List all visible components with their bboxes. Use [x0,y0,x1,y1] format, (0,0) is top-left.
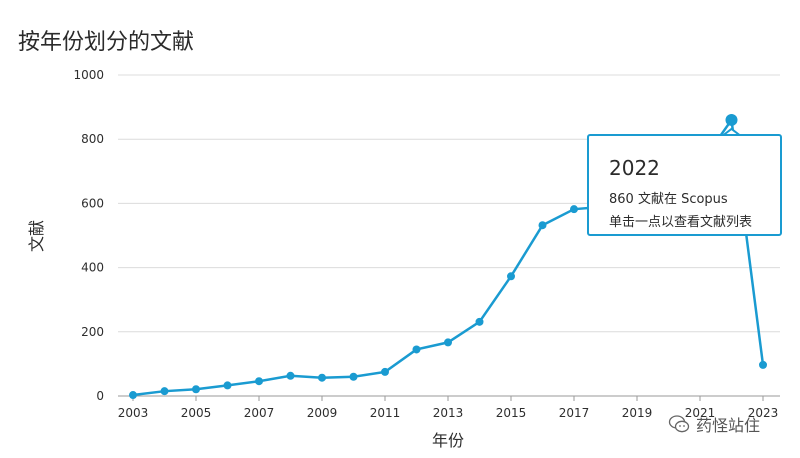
tooltip-pointer [722,127,741,136]
x-tick-label: 2009 [307,406,338,420]
x-tick-label: 2013 [433,406,464,420]
y-tick-label: 400 [81,261,104,275]
watermark-text: 药怪站住 [696,416,761,435]
data-point[interactable] [759,360,767,369]
x-tick-label: 2021 [685,406,716,420]
x-axis-ticks: 2003 2005 2007 2009 2011 2013 2015 2017 2019 2021… [118,396,779,420]
data-point[interactable] [538,221,547,230]
grid-lines [118,74,780,397]
data-point[interactable] [223,381,232,390]
data-point[interactable] [507,272,515,281]
x-tick-label: 2017 [559,406,590,420]
data-point[interactable] [255,377,263,386]
data-point[interactable] [444,338,452,347]
data-point[interactable] [349,372,358,381]
x-tick-label: 2005 [181,406,212,420]
y-tick-label: 200 [81,325,104,339]
x-axis-label: 年份 [432,431,464,450]
data-point[interactable] [475,317,484,326]
chart-title: 按年份划分的文献 [18,30,195,55]
y-tick-label: 600 [81,196,104,210]
data-point[interactable] [412,345,421,354]
watermark: 药怪站住 [668,412,760,436]
data-point[interactable] [129,391,137,400]
data-point[interactable] [381,367,389,376]
data-point[interactable] [570,205,578,214]
y-tick-label: 0 [96,389,104,403]
x-tick-label: 2015 [496,406,527,420]
tooltip-count: 860 文献在 Scopus [609,192,728,207]
x-tick-label: 2003 [118,406,149,420]
data-point[interactable] [725,113,738,126]
x-tick-label: 2019 [622,406,653,420]
tooltip-hint[interactable]: 单击一点以查看文献列表 [609,215,753,230]
data-point[interactable] [192,385,200,394]
y-tick-label: 1000 [73,68,104,82]
x-tick-label: 2011 [370,406,401,420]
wechat-icon [668,415,690,433]
y-axis-label: 文献 [27,220,46,252]
x-tick-label: 2023 [748,406,779,420]
data-tooltip: 2022 860 文献在 Scopus 单击一点以查看文献列表 [587,134,782,236]
data-point[interactable] [318,373,326,382]
tooltip-year: 2022 [609,156,660,180]
data-point[interactable] [160,387,169,396]
x-tick-label: 2007 [244,406,275,420]
data-point[interactable] [286,371,295,380]
y-tick-label: 800 [81,132,104,146]
y-axis-ticks: 0 200 400 600 800 1000 [73,68,104,403]
